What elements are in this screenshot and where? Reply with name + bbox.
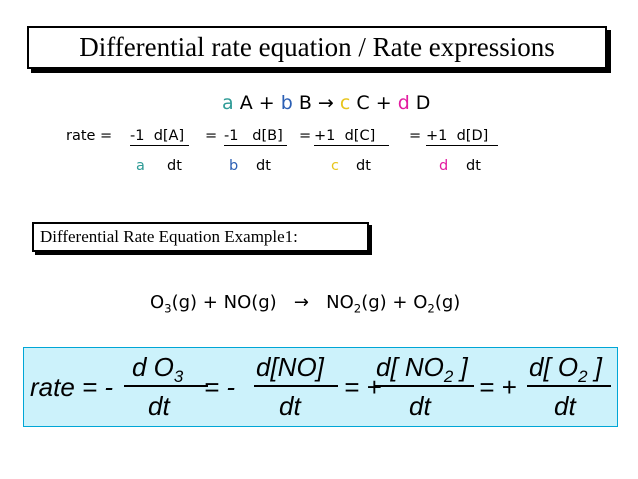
eq-term2-denominator: dt [279, 391, 301, 421]
term3-den-coef: c [331, 158, 339, 174]
term4-den-coef: d [439, 158, 449, 174]
term3-numerator: +1 d[C] [314, 128, 390, 146]
eq-term4-fraction-bar [527, 385, 611, 387]
equals-sign: = [205, 128, 218, 144]
equals-sign: = [409, 128, 422, 144]
rate-equation-box: rate = - d O3 dt = - d[NO] dt = + d[ NO2… [23, 347, 618, 427]
term4-numerator: +1 d[D] [426, 128, 498, 146]
species-C: C [356, 92, 370, 114]
reaction-arrow-icon: → [317, 92, 334, 114]
plus-sign: + [375, 92, 392, 114]
eq-term2-numerator: d[NO] [256, 352, 324, 382]
term4-den: dt [466, 158, 481, 174]
coef-b: b [280, 92, 293, 114]
term2-numerator: -1 d[B] [224, 128, 288, 146]
term1-den: dt [167, 158, 182, 174]
equation-equals-plus: = + [479, 372, 517, 402]
eq-term1-numerator: d O3 [132, 352, 184, 387]
equation-equals-minus: = - [204, 372, 236, 402]
general-reaction: a A + b B → c C + d D [222, 92, 430, 114]
coef-a: a [222, 92, 234, 114]
example-label-box: Differential Rate Equation Example1: [32, 222, 369, 252]
species-B: B [298, 92, 312, 114]
eq-term1-denominator: dt [148, 391, 170, 421]
term1-den-coef: a [136, 158, 145, 174]
title-box: Differential rate equation / Rate expres… [27, 26, 607, 69]
eq-term4-denominator: dt [554, 391, 576, 421]
plus-sign: + [258, 92, 275, 114]
eq-term1-fraction-bar [124, 385, 208, 387]
species-A: A [239, 92, 253, 114]
eq-term2-fraction-bar [254, 385, 338, 387]
eq-term4-numerator: d[ O2 ] [529, 352, 602, 387]
eq-term3-numerator: d[ NO2 ] [376, 352, 468, 387]
eq-term3-denominator: dt [409, 391, 431, 421]
equation-lhs: rate = - [30, 372, 114, 402]
example-label: Differential Rate Equation Example1: [40, 227, 298, 246]
species-D: D [415, 92, 431, 114]
term2-den: dt [256, 158, 271, 174]
page-title: Differential rate equation / Rate expres… [79, 32, 555, 62]
term3-den: dt [356, 158, 371, 174]
equals-sign: = [299, 128, 312, 144]
eq-term3-fraction-bar [374, 385, 474, 387]
reaction-arrow-icon: → [293, 292, 309, 313]
equation-equals-plus: = + [344, 372, 382, 402]
ozone-reaction: O3(g) + NO(g) → NO2(g) + O2(g) [150, 292, 461, 316]
coef-c: c [339, 92, 351, 114]
term2-den-coef: b [229, 158, 239, 174]
term1-numerator: -1 d[A] [130, 128, 189, 146]
coef-d: d [397, 92, 410, 114]
rate-label: rate = [66, 128, 113, 144]
